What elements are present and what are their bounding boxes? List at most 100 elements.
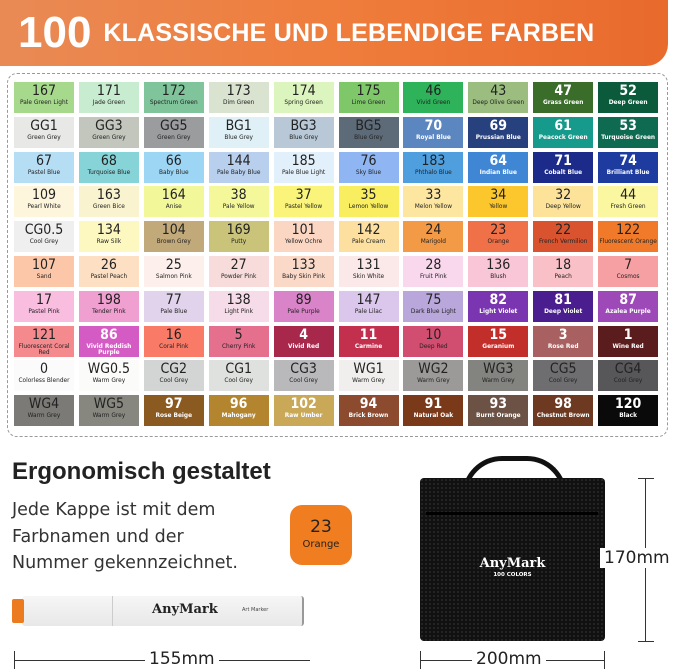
color-swatch: 67 Pastel Blue (14, 151, 74, 183)
color-swatch: 91 Natural Oak (403, 395, 464, 427)
swatch-name: Sand (36, 272, 52, 280)
swatch-name: Green Bice (92, 202, 125, 211)
color-swatch: 18 Peach (533, 256, 594, 287)
color-swatch: 87 Azalea Purple (598, 290, 659, 322)
swatch-code: 164 (161, 187, 186, 204)
swatch-name: Pastel Yellow (285, 202, 323, 211)
color-swatch: 25 Salmon Pink (143, 256, 204, 287)
color-swatch: 7 Cosmos (598, 256, 659, 287)
swatch-code: 46 (425, 83, 442, 99)
color-swatch: 107 Sand (14, 256, 74, 287)
swatch-name: Anise (165, 202, 182, 211)
swatch-code: 32 (555, 187, 572, 204)
color-swatch: 173 Dim Green (208, 82, 269, 113)
swatch-code: BG5 (355, 117, 382, 134)
color-swatch: 23 Orange (468, 221, 529, 253)
swatch-name: Lime Green (351, 98, 386, 106)
header-title: KLASSISCHE UND LEBENDIGE FARBEN (103, 18, 595, 47)
swatch-code: 185 (291, 152, 316, 169)
swatch-name: Cobalt Blue (544, 167, 583, 176)
color-swatch: CG3 Cool Grey (273, 360, 334, 392)
color-swatch: CG2 Cool Grey (143, 360, 204, 392)
color-swatch: 144 Pale Baby Blue (208, 151, 269, 183)
swatch-code: 71 (554, 152, 572, 169)
swatch-code: BG3 (290, 117, 317, 134)
swatch-code: 77 (165, 291, 182, 308)
swatch-name: Peach (554, 272, 572, 280)
swatch-code: 120 (614, 396, 642, 413)
swatch-code: 173 (226, 83, 251, 99)
swatch-name: Spectrum Green (149, 98, 198, 106)
swatch-name: Prussian Blue (475, 132, 521, 141)
swatch-code: 172 (161, 83, 186, 99)
swatch-code: CG3 (290, 361, 317, 378)
swatch-name: Dim Green (222, 98, 255, 106)
swatch-name: Brilliant Blue (606, 167, 650, 176)
carry-bag (420, 478, 605, 641)
color-swatch: 10 Deep Red (403, 325, 464, 357)
color-swatch: 17 Pastel Pink (14, 290, 74, 322)
bag-brand: AnyMark (479, 556, 546, 571)
swatch-code: 69 (489, 117, 508, 134)
swatch-name: Dark Blue Light (410, 306, 456, 315)
swatch-code: 144 (226, 152, 251, 169)
swatch-code: 171 (96, 83, 121, 99)
swatch-name: Cool Grey (289, 376, 318, 385)
color-swatch: 71 Cobalt Blue (533, 151, 594, 183)
swatch-name: Pale Green Light (19, 98, 69, 106)
swatch-name: Fluorescent Coral Red (18, 341, 70, 357)
swatch-name: Indian Blue (479, 167, 517, 176)
swatch-name: Melon Yellow (414, 202, 453, 211)
color-swatch: 98 Chestnut Brown (533, 395, 594, 427)
swatch-code: 133 (291, 257, 316, 273)
swatch-code: 198 (96, 291, 121, 308)
swatch-code: 67 (35, 152, 53, 169)
swatch-code: 27 (230, 257, 247, 273)
color-swatch: 22 French Vermilion (533, 221, 594, 253)
swatch-code: 163 (96, 187, 121, 204)
color-swatch: 82 Light Violet (468, 290, 529, 322)
marker-pen: AnyMark Art Marker (12, 596, 304, 626)
swatch-code: 147 (356, 291, 381, 308)
color-swatch: GG5 Green Grey (143, 116, 204, 148)
description-line: Nummer gekennzeichnet. (12, 553, 238, 573)
swatch-name: Spring Green (284, 98, 323, 106)
swatch-code: WG2 (418, 361, 449, 378)
swatch-name: Turquoise Green (601, 132, 656, 141)
cap-name: Orange (302, 539, 340, 550)
swatch-name: Pale Yellow (222, 202, 255, 211)
swatch-code: 121 (31, 326, 57, 343)
swatch-name: Salmon Pink (155, 272, 192, 280)
swatch-name: Geranium (482, 341, 515, 350)
swatch-code: 98 (554, 396, 572, 413)
swatch-code: 183 (421, 152, 446, 169)
color-swatch: 131 Skin White (338, 256, 399, 287)
color-swatch: 138 Light Pink (208, 290, 269, 322)
description-line: Farbnamen und der (12, 527, 184, 547)
color-swatch: 133 Baby Skin Pink (273, 256, 334, 287)
swatch-name: Jade Green (92, 98, 125, 106)
bag-width: 200mm (472, 649, 546, 669)
marker-brand: AnyMark (152, 602, 218, 617)
color-swatch: 175 Lime Green (338, 82, 399, 113)
color-swatch: 11 Carmine (338, 325, 399, 357)
dimension-tick (638, 641, 654, 642)
swatch-code: 52 (619, 83, 637, 99)
swatch-name: Lemon Yellow (348, 202, 389, 211)
swatch-code: 87 (619, 291, 637, 308)
swatch-code: 53 (619, 117, 637, 134)
swatch-code: 10 (425, 326, 442, 343)
color-swatch: 185 Pale Blue Light (273, 151, 334, 183)
color-swatch: CG4 Cool Grey (598, 360, 659, 392)
swatch-name: Pearl White (27, 202, 61, 211)
color-swatch: 3 Rose Red (533, 325, 594, 357)
swatch-code: 64 (489, 152, 508, 169)
color-swatch: 134 Raw Silk (78, 221, 139, 253)
color-swatch: WG4 Warm Grey (14, 395, 74, 427)
swatch-name: Pastel Blue (27, 167, 61, 176)
color-swatch: 120 Black (598, 395, 659, 427)
swatch-name: Sky Blue (355, 167, 382, 176)
swatch-code: 122 (616, 222, 641, 239)
swatch-name: Mahogany (221, 411, 256, 420)
swatch-name: Light Pink (224, 306, 253, 315)
